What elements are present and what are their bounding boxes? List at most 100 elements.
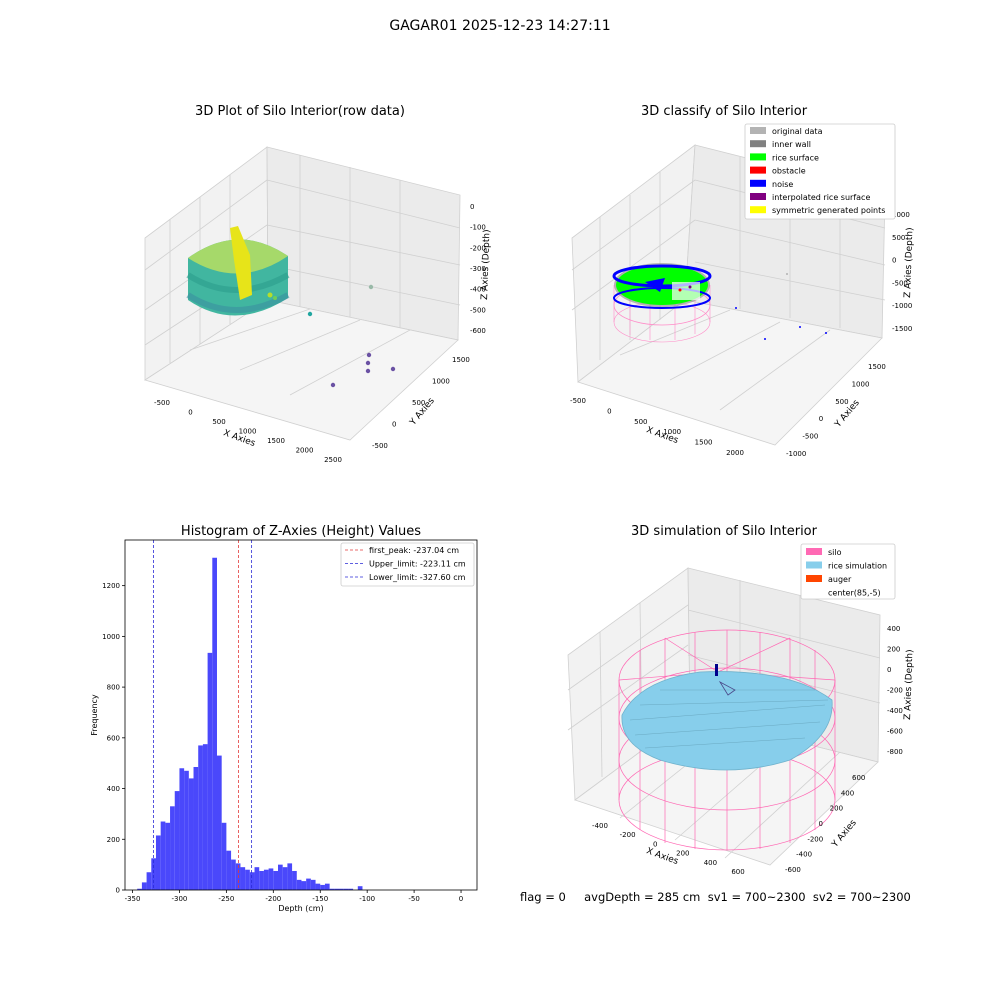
histogram-y-tick-label: 200 — [107, 836, 120, 844]
classify-legend-item-label: symmetric generated points — [772, 206, 885, 215]
histogram-y-axis-label: Frequency — [90, 694, 99, 736]
classify-z-ticks: 1000 500 0 -500 -1000 -1500 — [892, 211, 912, 333]
simulation-x-tick-label: 200 — [676, 850, 689, 858]
simulation-x-tick-label: 600 — [731, 868, 744, 876]
histogram-bar — [151, 858, 156, 890]
classify-legend-item-label: obstacle — [772, 167, 806, 176]
histogram-bar — [306, 878, 311, 890]
histogram-bar — [343, 888, 349, 890]
histogram-bar — [179, 768, 185, 890]
histogram-bar — [193, 766, 199, 890]
simulation-legend-item-swatch — [806, 561, 822, 569]
histogram-bar — [282, 867, 288, 890]
classify-3d-title: 3D classify of Silo Interior — [640, 104, 808, 119]
simulation-x-tick-label: -200 — [620, 831, 636, 839]
histogram-bar — [155, 835, 161, 890]
raw-x-tick-label: 2000 — [296, 447, 314, 455]
histogram-x-tick-label: -350 — [125, 895, 141, 903]
simulation-legend-item-swatch — [806, 548, 822, 555]
histogram-bar — [170, 806, 175, 890]
histogram-bar — [240, 867, 246, 890]
simulation-z-tick-label: -600 — [887, 728, 903, 736]
histogram-bar — [259, 870, 264, 890]
simulation-x-tick-label: -400 — [592, 822, 608, 830]
classify-z-axis-label: Z Axies (Depth) — [903, 227, 915, 298]
histogram-bar — [334, 888, 340, 890]
raw-z-axis-label: Z Axies (Depth) — [480, 229, 492, 300]
histogram-legend-label: Lower_limit: -327.60 cm — [369, 573, 466, 582]
raw-y-tick-label: 1000 — [432, 378, 450, 386]
classify-x-tick-label: -500 — [570, 397, 586, 405]
histogram-bar — [212, 557, 217, 890]
simulation-y-tick-label: 0 — [819, 820, 823, 828]
raw-y-tick-label: -500 — [372, 442, 388, 450]
raw-3d-panel: -500 0 500 1000 1500 2000 2500 -500 0 500 1000 150… — [144, 146, 492, 464]
histogram-bar — [310, 879, 316, 890]
histogram-bar — [231, 859, 236, 890]
histogram-x-tick-label: -150 — [312, 895, 328, 903]
histogram-x-ticks: -350 -300 -250 -200 -150 -100 -50 0 — [125, 890, 463, 903]
histogram-y-tick-label: 600 — [107, 734, 120, 742]
classify-y-tick-label: -1000 — [786, 450, 806, 458]
histogram-title: Histogram of Z-Axies (Height) Values — [180, 524, 422, 539]
histogram-bar — [263, 869, 269, 890]
raw-y-tick-label: 0 — [392, 421, 396, 429]
histogram-bar — [268, 868, 274, 890]
histogram-bar — [141, 882, 147, 890]
classify-legend-item-swatch — [750, 179, 766, 187]
histogram-bar — [324, 883, 330, 890]
histogram-y-tick-label: 0 — [116, 887, 120, 895]
simulation-x-ticks: -400 -200 0 200 400 600 — [592, 822, 745, 876]
classify-legend-item-swatch — [750, 206, 766, 214]
classify-z-tick-label: -1000 — [892, 302, 912, 310]
classify-y-tick-label: -500 — [802, 433, 818, 441]
classify-legend-item-label: inner wall — [772, 140, 811, 149]
classify-legend-item-swatch — [750, 166, 766, 174]
classify-silo-points — [612, 263, 712, 343]
histogram-x-tick-label: -300 — [171, 895, 187, 903]
classify-x-ticks: -500 0 500 1000 1500 2000 — [570, 397, 744, 457]
histogram-bar — [226, 850, 232, 890]
simulation-y-tick-label: 600 — [852, 774, 865, 782]
simulation-3d-panel: -400 -200 0 200 400 600 -600 -400 -200 0 200 400 60… — [567, 543, 915, 876]
histogram-x-tick-label: -200 — [265, 895, 281, 903]
raw-x-tick-label: 1500 — [267, 437, 285, 445]
raw-y-tick-label: 500 — [412, 399, 425, 407]
histogram-bar — [357, 886, 363, 890]
histogram-bar — [221, 822, 227, 890]
simulation-z-axis-label: Z Axies (Depth) — [903, 649, 915, 720]
classify-y-tick-label: 1000 — [852, 380, 870, 388]
classify-x-tick-label: 500 — [634, 418, 647, 426]
simulation-y-tick-label: 200 — [830, 805, 843, 813]
raw-3d-title: 3D Plot of Silo Interior(row data) — [195, 104, 405, 119]
raw-z-tick-label: -300 — [470, 265, 486, 273]
simulation-legend-item-swatch — [806, 575, 822, 582]
classify-legend-item-label: interpolated rice surface — [772, 193, 870, 202]
histogram-legend-label: Upper_limit: -223.11 cm — [369, 560, 466, 569]
raw-z-tick-label: -200 — [470, 244, 486, 252]
status-footer: flag = 0 avgDepth = 285 cm sv1 = 700~230… — [520, 890, 911, 904]
raw-z-tick-label: 0 — [470, 203, 474, 211]
simulation-y-axis-label: Y Axies — [830, 818, 859, 850]
classify-legend-item-label: noise — [772, 180, 793, 189]
classify-legend-item-label: rice surface — [772, 153, 819, 162]
histogram-y-tick-label: 400 — [107, 785, 120, 793]
histogram-vlines — [153, 540, 253, 890]
simulation-legend-item-label: silo — [828, 548, 842, 557]
histogram-bar — [348, 888, 354, 890]
classify-legend: original data inner wall rice surface obsta… — [744, 123, 896, 220]
simulation-z-ticks: 400 200 0 -200 -400 -600 -800 — [887, 625, 903, 756]
classify-x-tick-label: 1000 — [663, 428, 681, 436]
simulation-legend-item-label: rice simulation — [828, 562, 887, 571]
simulation-y-tick-label: 400 — [841, 789, 854, 797]
histogram-x-axis-label: Depth (cm) — [278, 904, 323, 913]
simulation-z-tick-label: 400 — [887, 625, 900, 633]
classify-noise-points — [735, 273, 827, 340]
histogram-y-ticks: 0 200 400 600 800 1000 1200 — [102, 582, 125, 895]
histogram-bar — [273, 870, 279, 890]
simulation-rice-surface — [621, 671, 833, 771]
classify-z-tick-label: 0 — [892, 257, 896, 265]
histogram-bar — [329, 888, 335, 890]
histogram-bar — [235, 863, 241, 890]
histogram-bar — [207, 652, 213, 890]
